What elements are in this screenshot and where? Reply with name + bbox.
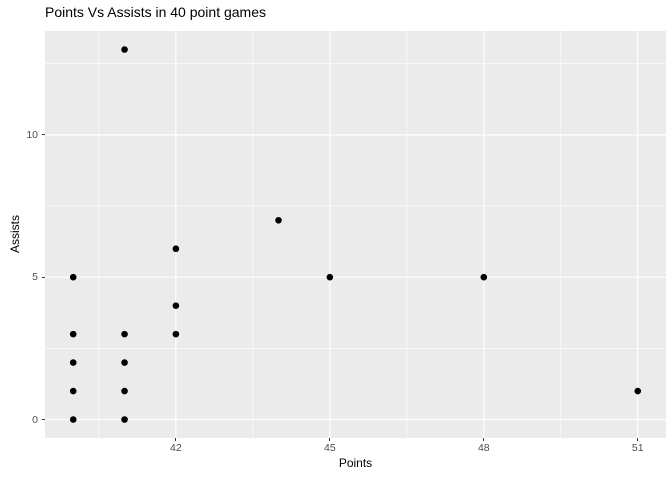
y-tick-label: 5	[32, 271, 38, 284]
y-axis-title: Assists	[8, 214, 22, 254]
scatter-canvas	[45, 31, 666, 438]
data-point	[172, 330, 180, 338]
x-tick-mark	[329, 438, 331, 441]
data-point	[69, 359, 77, 366]
y-tick-label: 10	[26, 128, 38, 141]
x-axis-title: Points	[338, 456, 373, 470]
x-tick-mark	[483, 438, 485, 441]
x-tick-label: 42	[170, 442, 182, 454]
data-point	[69, 416, 77, 423]
x-tick-label: 45	[323, 442, 336, 454]
y-tick-label: 0	[32, 413, 38, 426]
x-tick-label: 51	[631, 442, 644, 454]
y-tick-mark	[42, 276, 45, 278]
data-point	[121, 330, 128, 338]
data-point	[172, 245, 180, 253]
data-point	[121, 387, 128, 395]
x-tick-label: 48	[477, 442, 490, 454]
data-point	[172, 302, 180, 309]
data-point	[69, 330, 77, 338]
data-point	[69, 273, 77, 281]
y-tick-mark	[42, 134, 45, 136]
y-tick-mark	[42, 419, 45, 420]
plot-panel	[45, 31, 666, 438]
x-tick-mark	[175, 438, 177, 441]
data-point	[69, 387, 77, 395]
data-point	[121, 46, 128, 53]
data-point	[326, 273, 334, 281]
data-point	[121, 416, 128, 423]
panel-background	[45, 31, 666, 438]
chart-title: Points Vs Assists in 40 point games	[45, 4, 266, 20]
data-point	[121, 359, 128, 366]
x-tick-mark	[637, 438, 639, 441]
data-point	[275, 216, 282, 224]
data-point	[634, 387, 642, 395]
data-point	[480, 273, 488, 281]
